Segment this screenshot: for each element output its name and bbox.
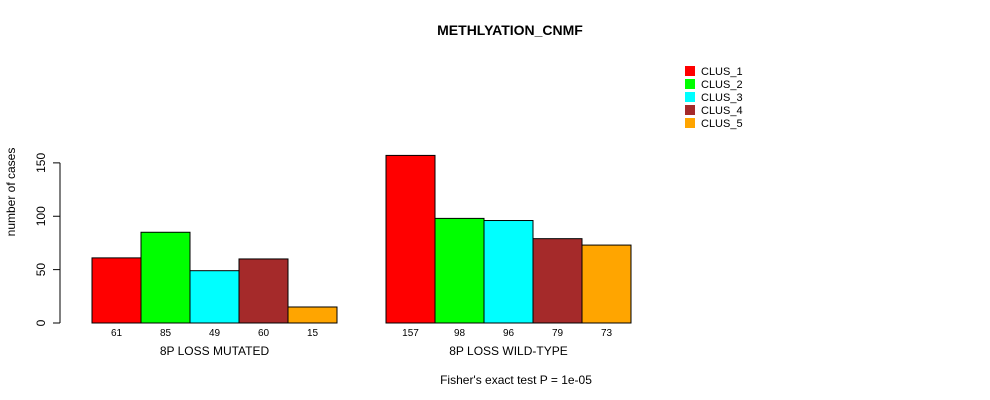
bar-clus-5: [287, 306, 338, 324]
bar-count-label: 60: [258, 328, 270, 339]
bar-count-label: 98: [454, 328, 466, 339]
y-axis-label: number of cases: [4, 148, 18, 237]
y-axis: 0 50 100 150: [34, 153, 61, 326]
bar-clus-3: [483, 220, 534, 324]
legend-label: CLUS_5: [701, 118, 743, 130]
bar-count-label: 85: [160, 328, 172, 339]
bar-count-label: 15: [307, 328, 319, 339]
y-tick-label: 150: [34, 153, 48, 173]
group-label: 8P LOSS MUTATED: [160, 344, 270, 358]
bars-group: 61 85 49 60 15 8P LOSS MUTATED 157 98 96 79 73 8P L…: [91, 154, 632, 358]
y-tick-label: 100: [34, 206, 48, 226]
legend-swatch: [685, 66, 695, 76]
legend-swatch: [685, 118, 695, 128]
bar-clus-4: [532, 238, 583, 324]
bar-clus-3: [189, 270, 240, 324]
y-tick-label: 0: [34, 319, 48, 326]
bar-clus-1: [91, 257, 142, 324]
bar-clus-1: [385, 154, 436, 324]
legend-swatch: [685, 105, 695, 115]
legend-swatch: [685, 79, 695, 89]
y-tick-label: 50: [34, 263, 48, 277]
legend-label: CLUS_3: [701, 92, 743, 104]
chart-title: METHLYATION_CNMF: [437, 22, 583, 38]
bar-clus-5: [581, 244, 632, 324]
legend-label: CLUS_1: [701, 66, 743, 78]
bar-count-label: 73: [601, 328, 613, 339]
bar-clus-2: [140, 231, 191, 324]
bar-count-label: 157: [402, 328, 419, 339]
bar-count-label: 96: [503, 328, 515, 339]
legend-label: CLUS_2: [701, 79, 743, 91]
bar-count-label: 61: [111, 328, 123, 339]
legend-label: CLUS_4: [701, 105, 743, 117]
bar-count-label: 49: [209, 328, 221, 339]
fisher-test-footer: Fisher's exact test P = 1e-05: [440, 373, 592, 387]
bar-count-label: 79: [552, 328, 564, 339]
legend-swatch: [685, 92, 695, 102]
group-label: 8P LOSS WILD-TYPE: [449, 344, 567, 358]
bar-clus-4: [238, 258, 289, 324]
bar-clus-2: [434, 217, 485, 324]
